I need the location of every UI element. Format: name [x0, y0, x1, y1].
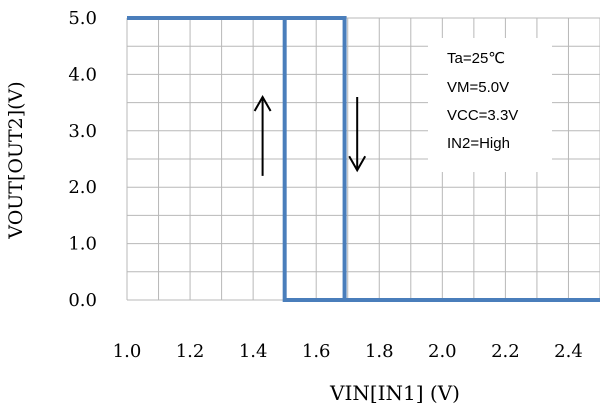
series-layer — [127, 16, 600, 302]
annotation-box-bg — [428, 38, 552, 172]
arrow-up-head — [253, 94, 272, 112]
x-tick-label: 1.2 — [176, 341, 205, 362]
annotation-in2: IN2=High — [447, 135, 510, 152]
y-tick-label: 1.0 — [68, 234, 97, 255]
arrow-down-head — [348, 155, 367, 173]
x-tick-label: 1.8 — [365, 341, 394, 362]
x-axis-label: VIN[IN1] (V) — [329, 381, 460, 405]
annotation-vm: VM=5.0V — [447, 79, 509, 96]
annotation-vcc: VCC=3.3V — [447, 107, 518, 124]
y-tick-label: 4.0 — [68, 64, 97, 85]
y-tick-label: 0.0 — [68, 290, 97, 311]
y-tick-label: 3.0 — [68, 121, 97, 142]
x-tick-label: 2.0 — [428, 341, 457, 362]
annotation-ta: Ta=25℃ — [447, 50, 505, 67]
arrows-layer — [253, 94, 367, 176]
tick-labels: 0.0 1.0 2.0 3.0 4.0 5.0 1.0 1.2 1.4 1.6 1.8 2.0 2.2 2… — [68, 8, 582, 362]
y-tick-label: 2.0 — [68, 177, 97, 198]
y-tick-label: 5.0 — [68, 8, 97, 29]
x-tick-label: 1.4 — [239, 341, 268, 362]
y-axis-label: VOUT[OUT2](V) — [5, 81, 27, 239]
annotation-box: Ta=25℃ VM=5.0V VCC=3.3V IN2=High — [428, 38, 552, 172]
x-tick-label: 1.6 — [302, 341, 331, 362]
x-tick-label: 1.0 — [113, 341, 142, 362]
x-tick-label: 2.2 — [491, 341, 520, 362]
x-tick-label: 2.4 — [554, 341, 583, 362]
series-line-2 — [127, 16, 600, 302]
